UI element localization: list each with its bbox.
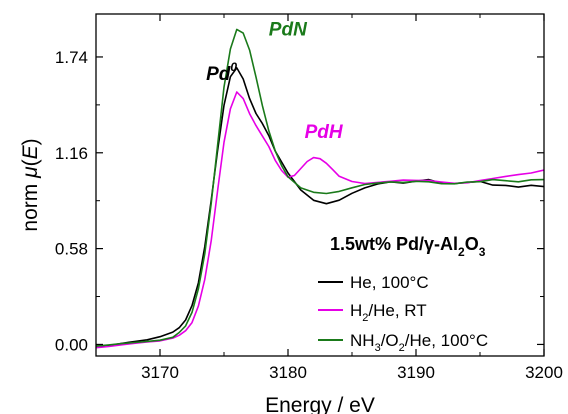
x-axis-title: Energy / eV	[265, 394, 375, 414]
plot-frame	[95, 13, 545, 357]
x-tick-label: 3170	[141, 363, 179, 382]
y-axis-title: norm μ(E)	[19, 138, 42, 231]
annotation-pdh: PdH	[305, 122, 344, 143]
annotation-pdn: PdN	[269, 19, 308, 40]
series-line-he	[96, 67, 544, 347]
y-tick-label: 0.58	[55, 240, 88, 259]
series-line-nh3	[96, 28, 544, 347]
x-tick-label: 3200	[525, 363, 563, 382]
sample-title: 1.5wt% Pd/γ-Al2O3	[330, 234, 486, 259]
y-tick-label: 1.74	[55, 48, 88, 67]
x-tick-label: 3190	[397, 363, 435, 382]
x-tick-label: 3180	[269, 363, 307, 382]
legend-label-nh3: NH3/O2/He, 100°C	[350, 331, 488, 354]
y-tick-label: 0.00	[55, 335, 88, 354]
y-tick-label: 1.16	[55, 144, 88, 163]
annotation-pd0: Pd0	[206, 60, 237, 85]
legend-label-h2: H2/He, RT	[350, 301, 427, 324]
legend: He, 100°C H2/He, RT NH3/O2/He, 100°C	[318, 273, 488, 354]
legend-label-he: He, 100°C	[350, 273, 429, 292]
